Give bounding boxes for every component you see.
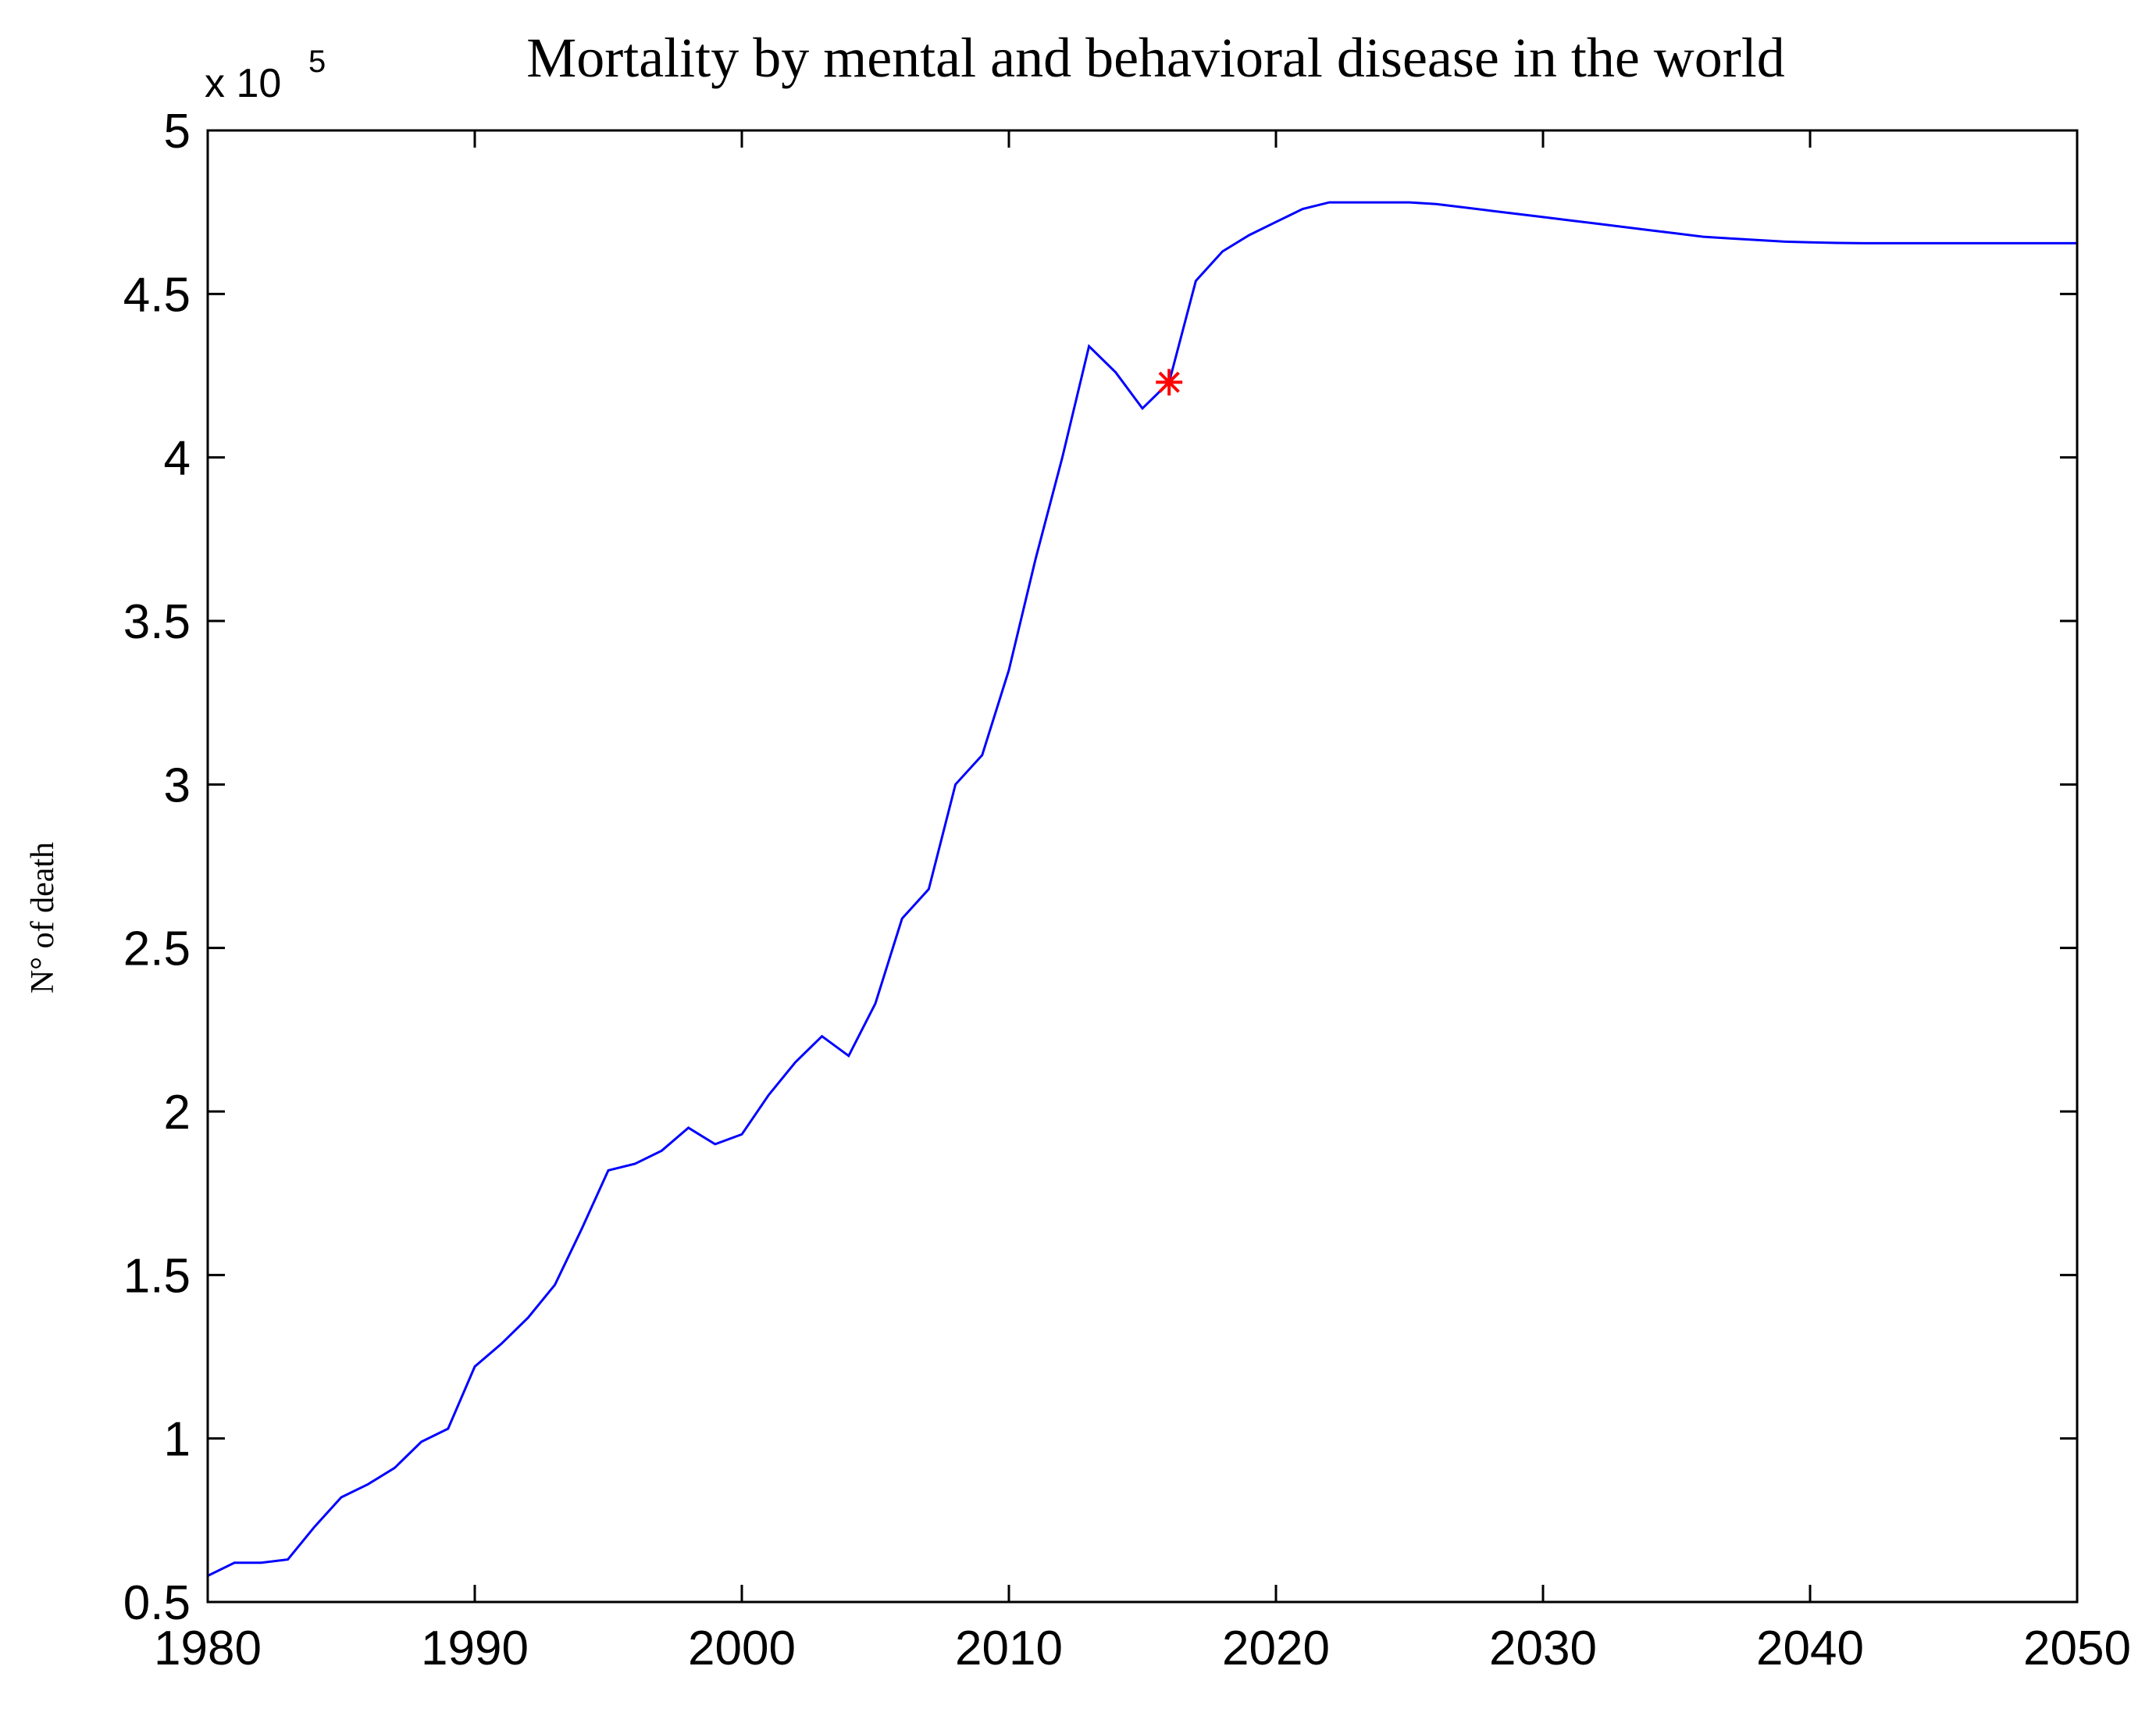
axis-tick-labels: 1980 1990 2000 2010 2020 2030 2040 2050 0.5 1 1.5 2… <box>123 105 2131 1675</box>
series-line-mortality <box>207 201 2077 1577</box>
chart-title: Mortality by mental and behavioral disea… <box>526 27 1785 89</box>
x-tick-label-2020: 2020 <box>1222 1622 1330 1675</box>
x-tick-label-2040: 2040 <box>1756 1622 1864 1675</box>
y-multiplier-exponent: 5 <box>308 45 326 79</box>
y-tick-label-0: 0.5 <box>123 1576 191 1630</box>
x-tick-label-1980: 1980 <box>154 1622 262 1675</box>
y-tick-label-8: 4.5 <box>123 268 191 322</box>
y-multiplier-base: x 10 <box>205 61 281 106</box>
y-tick-label-3: 2 <box>164 1086 191 1140</box>
y-tick-label-9: 5 <box>164 105 191 159</box>
y-tick-label-6: 3.5 <box>123 595 191 649</box>
x-tick-label-2010: 2010 <box>955 1622 1063 1675</box>
y-tick-label-2: 1.5 <box>123 1249 191 1303</box>
x-tick-label-2000: 2000 <box>688 1622 796 1675</box>
x-tick-label-2030: 2030 <box>1489 1622 1597 1675</box>
y-axis-label: N° of death <box>25 842 61 994</box>
x-tick-label-1990: 1990 <box>421 1622 529 1675</box>
x-tick-label-2050: 2050 <box>2023 1622 2131 1675</box>
y-tick-label-1: 1 <box>164 1413 191 1467</box>
plot-area-frame <box>206 129 2079 1604</box>
y-tick-label-5: 3 <box>164 758 191 812</box>
y-tick-label-7: 4 <box>164 432 191 486</box>
marker-stroke-d2 <box>1158 371 1180 394</box>
highlight-marker <box>1156 369 1183 396</box>
y-tick-label-4: 2.5 <box>123 922 191 976</box>
axis-ticks <box>206 129 2079 1604</box>
